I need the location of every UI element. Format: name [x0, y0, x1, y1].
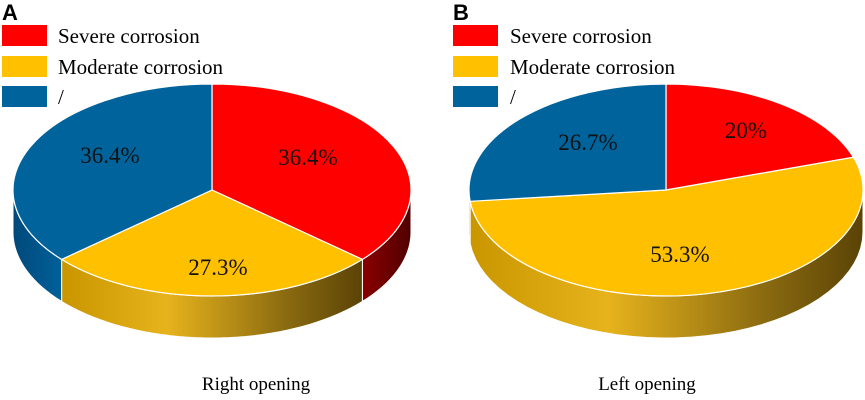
legend-label-none: /	[58, 85, 64, 109]
slice-label-a-none: 36.4%	[80, 143, 139, 168]
pie-b-slice-moderate	[469, 156, 864, 297]
legend-label-moderate: Moderate corrosion	[510, 55, 676, 79]
slice-label-b-none: 26.7%	[558, 130, 617, 155]
pie-a-slice-none	[12, 83, 213, 261]
pie-b-slice-none	[468, 83, 667, 202]
legend-label-moderate: Moderate corrosion	[58, 55, 224, 79]
caption-b: Left opening	[598, 374, 696, 395]
panel-letter-a: A	[2, 0, 18, 25]
pie-a	[12, 83, 412, 339]
panel-letter-b: B	[453, 0, 469, 25]
legend-label-severe: Severe corrosion	[510, 24, 652, 48]
legend-b: Severe corrosion Moderate corrosion /	[453, 24, 676, 109]
legend-swatch-none	[2, 86, 47, 107]
legend-label-none: /	[510, 85, 516, 109]
legend-a: Severe corrosion Moderate corrosion /	[2, 24, 224, 109]
pie-b	[468, 83, 864, 339]
legend-swatch-moderate	[453, 56, 498, 77]
pie-a-slice-severe	[211, 83, 412, 261]
chart-panel-b: B Severe corrosion Moderate corrosion / …	[453, 0, 864, 395]
pie-b-slice-severe	[665, 83, 855, 191]
legend-label-severe: Severe corrosion	[58, 24, 200, 48]
pie-a-slice-moderate	[60, 189, 364, 297]
slice-label-a-moderate: 27.3%	[188, 255, 247, 280]
legend-swatch-moderate	[2, 56, 47, 77]
slice-label-b-moderate: 53.3%	[650, 242, 709, 267]
slice-label-b-severe: 20%	[725, 118, 767, 143]
legend-swatch-none	[453, 86, 498, 107]
slice-label-a-severe: 36.4%	[278, 145, 337, 170]
chart-panel-a: A Severe corrosion Moderate corrosion / …	[2, 0, 412, 395]
caption-a: Right opening	[202, 374, 311, 395]
legend-swatch-severe	[2, 25, 47, 46]
legend-swatch-severe	[453, 25, 498, 46]
